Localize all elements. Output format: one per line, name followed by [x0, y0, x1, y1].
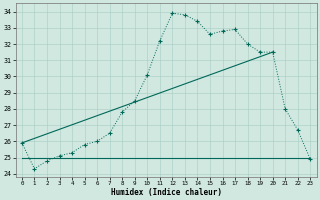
X-axis label: Humidex (Indice chaleur): Humidex (Indice chaleur) [111, 188, 221, 197]
